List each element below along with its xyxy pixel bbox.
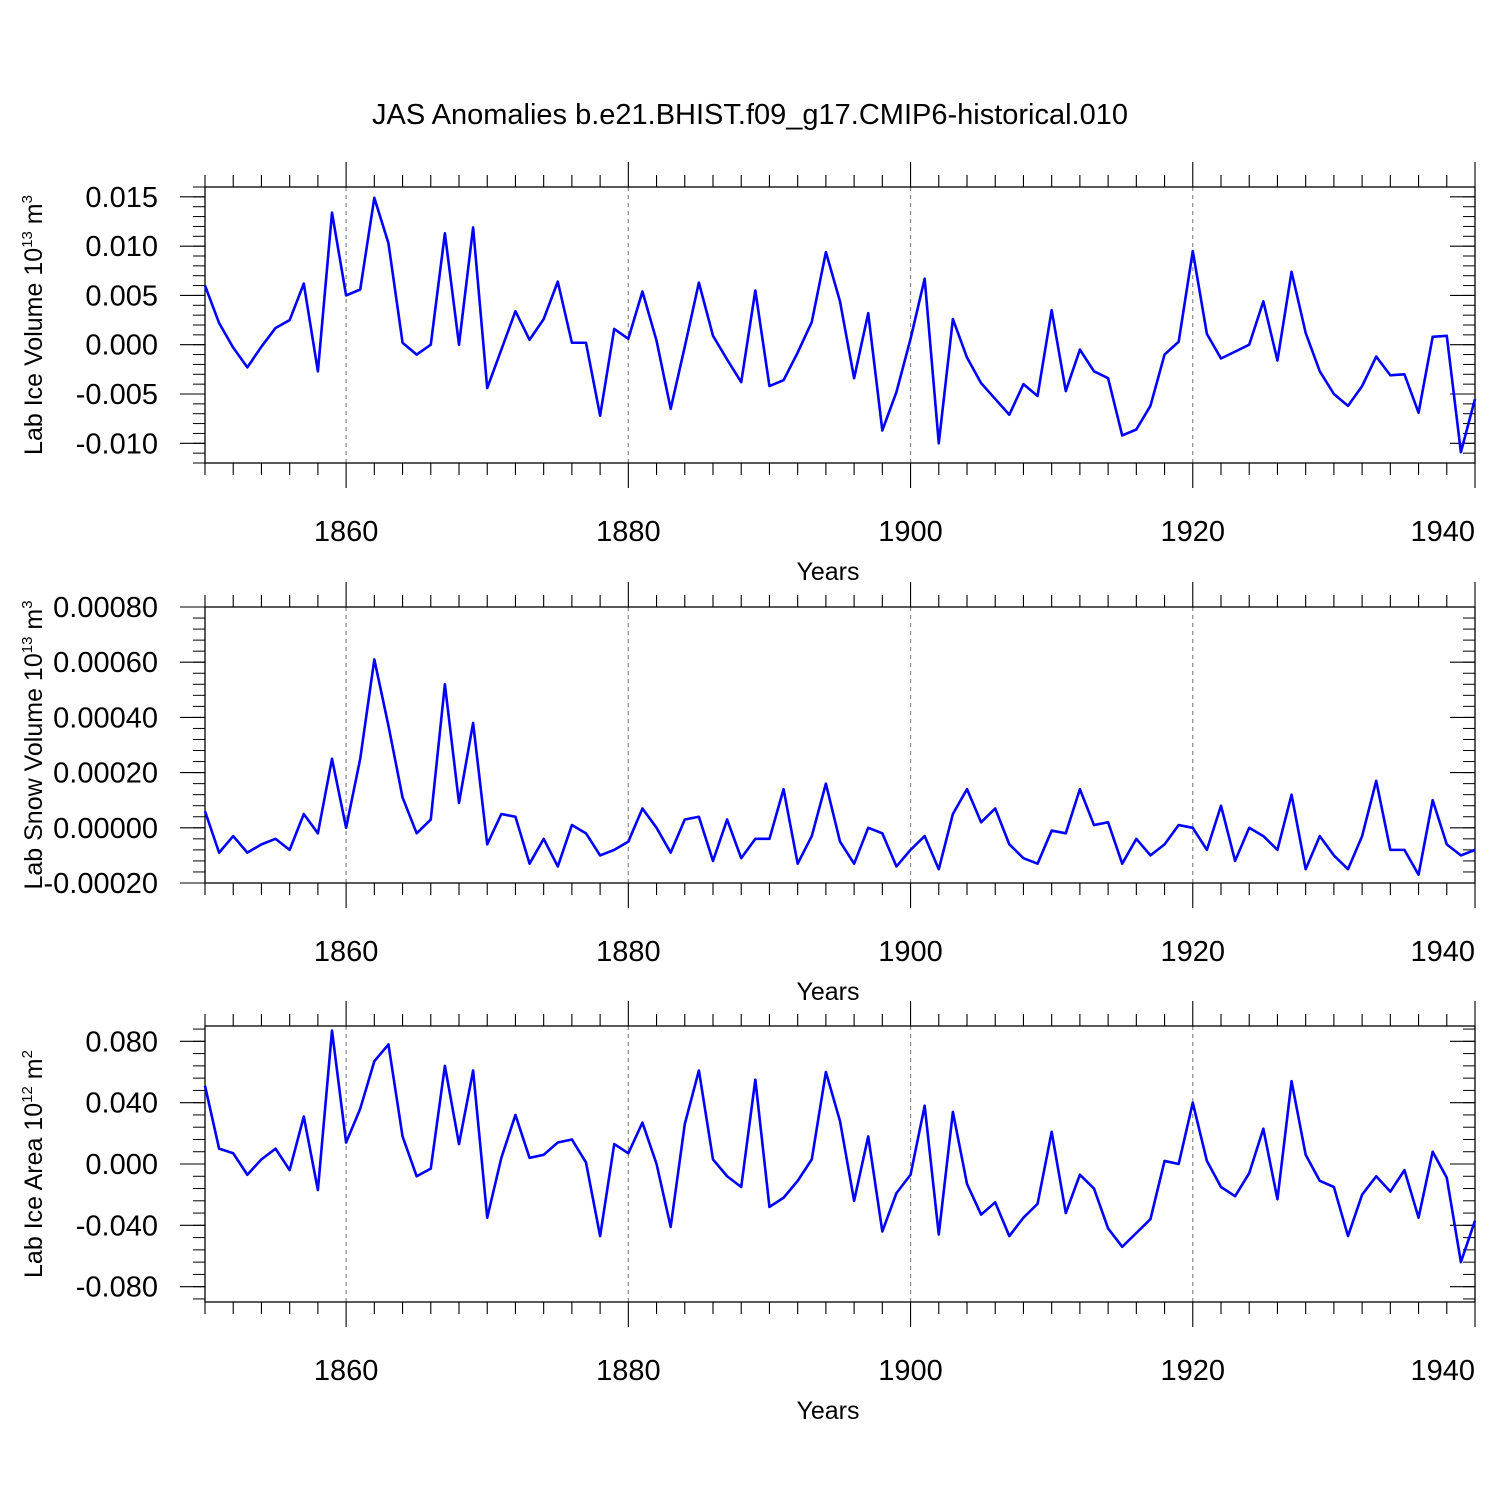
x-axis-label: Years xyxy=(796,978,859,1006)
panel-lab-ice-area: 1860 1880 1900 1920 1940 Years 0.080 0.040 0.000… xyxy=(19,1001,1477,1425)
y-axis-label: Lab Ice Area 1012 m2 xyxy=(19,1050,48,1278)
x-tick-label: 1900 xyxy=(878,936,943,968)
y-tick-label: -0.010 xyxy=(76,428,158,460)
x-tick-label: 1880 xyxy=(596,1355,661,1387)
chart-title: JAS Anomalies b.e21.BHIST.f09_g17.CMIP6-… xyxy=(372,99,1128,131)
y-tick-label: 0.00000 xyxy=(53,813,158,845)
x-tick-label: 1880 xyxy=(596,936,661,968)
y-tick-label: 0.040 xyxy=(85,1088,158,1120)
y-tick-label: 0.080 xyxy=(85,1026,158,1058)
series-line-lab-ice-volume xyxy=(203,196,1477,454)
x-tick-label: 1920 xyxy=(1161,936,1226,968)
y-tick-label: 0.00080 xyxy=(53,592,158,624)
y-tick-label: 0.015 xyxy=(85,182,158,214)
x-axis-label: Years xyxy=(796,558,859,586)
y-tick-label: 0.000 xyxy=(85,1149,158,1181)
x-tick-label: 1860 xyxy=(314,1355,379,1387)
y-axis-label: Lab Snow Volume 1013 m3 xyxy=(19,600,48,889)
panel-lab-snow-volume: 1860 1880 1900 1920 1940 Years 0.00080 0.00060 0… xyxy=(19,582,1476,1006)
x-tick-label: 1860 xyxy=(314,936,379,968)
plot-frame xyxy=(204,186,1476,464)
x-tick-label: 1900 xyxy=(878,1355,943,1387)
series-line-lab-snow-volume xyxy=(203,658,1476,877)
plot-frame xyxy=(204,1025,1476,1303)
panels: 1860 1880 1900 1920 1940 Years 0.015 0.010 0.005… xyxy=(19,162,1477,1425)
x-tick-label: 1920 xyxy=(1161,516,1226,548)
x-tick-label: 1900 xyxy=(878,516,943,548)
x-tick-label: 1860 xyxy=(314,516,379,548)
plot-frame xyxy=(204,606,1476,884)
x-tick-label: 1940 xyxy=(1410,1355,1475,1387)
y-tick-label: -0.005 xyxy=(76,379,158,411)
y-tick-label: 0.005 xyxy=(85,280,158,312)
x-axis-label: Years xyxy=(796,1397,859,1425)
y-tick-label: 0.00020 xyxy=(53,758,158,790)
y-tick-label: 0.010 xyxy=(85,231,158,263)
y-tick-label: 0.00040 xyxy=(53,702,158,734)
panel-lab-ice-volume: 1860 1880 1900 1920 1940 Years 0.015 0.010 0.005… xyxy=(19,162,1477,586)
y-axis-label: Lab Ice Volume 1013 m3 xyxy=(19,195,48,455)
y-tick-label: -0.040 xyxy=(76,1210,158,1242)
x-tick-label: 1940 xyxy=(1410,516,1475,548)
y-tick-label: 0.000 xyxy=(85,330,158,362)
x-tick-label: 1880 xyxy=(596,516,661,548)
x-tick-label: 1940 xyxy=(1410,936,1475,968)
y-tick-label: 0.00060 xyxy=(53,647,158,679)
x-tick-label: 1920 xyxy=(1161,1355,1226,1387)
series-line-lab-ice-area xyxy=(203,1029,1477,1264)
y-tick-label: -0.080 xyxy=(76,1272,158,1304)
y-tick-label: -0.00020 xyxy=(44,868,159,900)
